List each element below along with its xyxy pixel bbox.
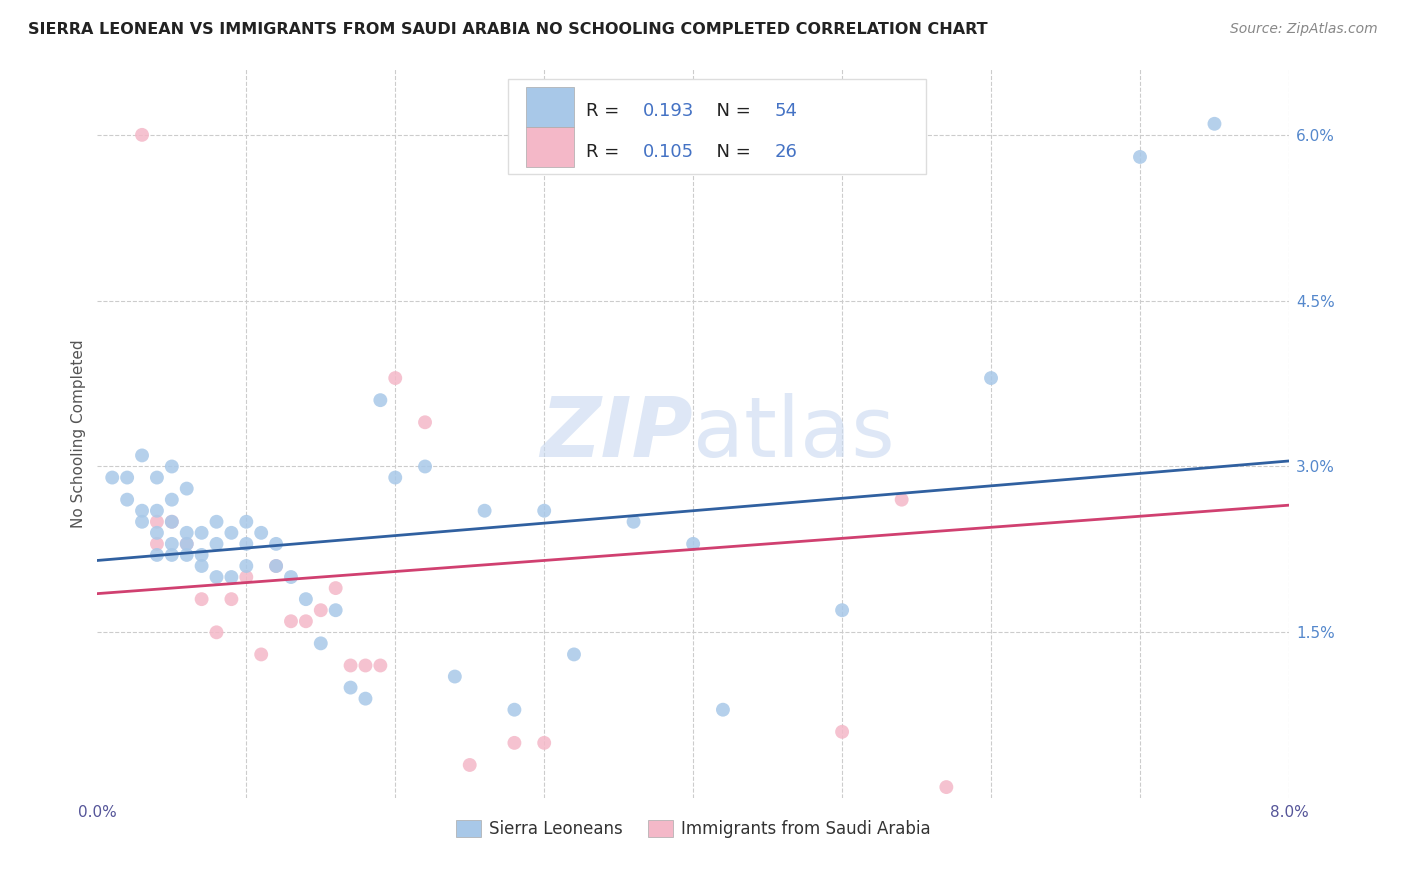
Point: [458, 758, 481, 772]
Point: [503, 703, 526, 717]
Point: [235, 559, 257, 574]
Point: [980, 371, 1002, 385]
Point: [503, 736, 526, 750]
Point: [146, 470, 169, 484]
Text: 26: 26: [775, 144, 797, 161]
Point: [221, 570, 243, 584]
Legend: Sierra Leoneans, Immigrants from Saudi Arabia: Sierra Leoneans, Immigrants from Saudi A…: [449, 813, 938, 845]
Point: [413, 459, 436, 474]
Point: [101, 470, 124, 484]
Point: [146, 548, 169, 562]
Point: [160, 537, 183, 551]
FancyBboxPatch shape: [526, 127, 574, 167]
Text: 0.105: 0.105: [643, 144, 695, 161]
Text: R =: R =: [586, 102, 624, 120]
Point: [325, 581, 347, 595]
Point: [176, 482, 198, 496]
Point: [831, 724, 853, 739]
Point: [533, 736, 555, 750]
Point: [160, 459, 183, 474]
Point: [309, 603, 332, 617]
Point: [131, 515, 153, 529]
Text: Source: ZipAtlas.com: Source: ZipAtlas.com: [1230, 22, 1378, 37]
Point: [280, 570, 302, 584]
Point: [264, 559, 287, 574]
FancyBboxPatch shape: [526, 87, 574, 127]
Point: [205, 625, 228, 640]
Point: [146, 515, 169, 529]
Text: N =: N =: [704, 144, 756, 161]
Point: [176, 525, 198, 540]
Point: [176, 537, 198, 551]
Point: [221, 525, 243, 540]
Point: [370, 658, 392, 673]
Point: [339, 681, 361, 695]
Point: [370, 393, 392, 408]
Point: [115, 492, 138, 507]
Point: [146, 504, 169, 518]
Point: [131, 504, 153, 518]
Point: [890, 492, 912, 507]
Point: [160, 548, 183, 562]
FancyBboxPatch shape: [509, 79, 925, 174]
Point: [295, 592, 318, 607]
Text: 0.193: 0.193: [643, 102, 695, 120]
Point: [235, 570, 257, 584]
Point: [384, 371, 406, 385]
Point: [443, 669, 465, 683]
Text: R =: R =: [586, 144, 624, 161]
Point: [280, 614, 302, 628]
Point: [309, 636, 332, 650]
Point: [205, 515, 228, 529]
Point: [354, 691, 377, 706]
Point: [190, 525, 212, 540]
Text: 54: 54: [775, 102, 797, 120]
Point: [160, 515, 183, 529]
Point: [250, 648, 273, 662]
Point: [935, 780, 957, 794]
Point: [190, 548, 212, 562]
Point: [176, 537, 198, 551]
Point: [295, 614, 318, 628]
Point: [131, 449, 153, 463]
Point: [682, 537, 704, 551]
Point: [131, 128, 153, 142]
Point: [235, 515, 257, 529]
Text: atlas: atlas: [693, 392, 894, 474]
Point: [205, 537, 228, 551]
Point: [146, 525, 169, 540]
Text: SIERRA LEONEAN VS IMMIGRANTS FROM SAUDI ARABIA NO SCHOOLING COMPLETED CORRELATIO: SIERRA LEONEAN VS IMMIGRANTS FROM SAUDI …: [28, 22, 988, 37]
Point: [533, 504, 555, 518]
Text: N =: N =: [704, 102, 756, 120]
Point: [562, 648, 585, 662]
Point: [176, 548, 198, 562]
Point: [146, 537, 169, 551]
Point: [325, 603, 347, 617]
Point: [190, 592, 212, 607]
Point: [623, 515, 645, 529]
Y-axis label: No Schooling Completed: No Schooling Completed: [72, 339, 86, 528]
Point: [474, 504, 496, 518]
Point: [190, 559, 212, 574]
Point: [115, 470, 138, 484]
Point: [384, 470, 406, 484]
Point: [221, 592, 243, 607]
Point: [264, 559, 287, 574]
Point: [711, 703, 734, 717]
Point: [235, 537, 257, 551]
Point: [264, 537, 287, 551]
Point: [339, 658, 361, 673]
Point: [250, 525, 273, 540]
Point: [160, 515, 183, 529]
Point: [354, 658, 377, 673]
Point: [1129, 150, 1152, 164]
Point: [413, 415, 436, 429]
Point: [205, 570, 228, 584]
Point: [1204, 117, 1226, 131]
Point: [160, 492, 183, 507]
Text: ZIP: ZIP: [540, 392, 693, 474]
Point: [831, 603, 853, 617]
